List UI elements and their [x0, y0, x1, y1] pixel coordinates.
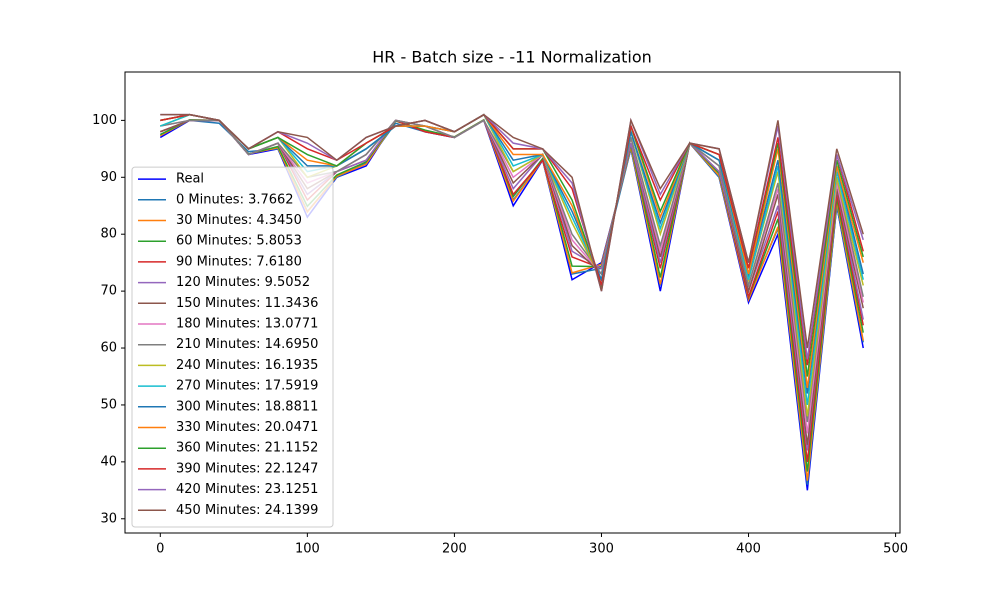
- y-tick-label: 90: [100, 170, 117, 185]
- legend-label: 0 Minutes: 3.7662: [176, 192, 294, 207]
- y-tick-label: 70: [100, 284, 117, 299]
- legend-label: 330 Minutes: 20.0471: [176, 420, 318, 435]
- legend-label: 210 Minutes: 14.6950: [176, 337, 318, 352]
- legend-label: 120 Minutes: 9.5052: [176, 275, 310, 290]
- y-tick-label: 80: [100, 227, 117, 242]
- legend-label: 270 Minutes: 17.5919: [176, 379, 318, 394]
- y-tick-label: 100: [92, 113, 117, 128]
- legend-label: 360 Minutes: 21.1152: [176, 441, 318, 456]
- x-tick-label: 300: [589, 542, 614, 557]
- y-tick-label: 60: [100, 341, 117, 356]
- legend-label: 30 Minutes: 4.3450: [176, 213, 302, 228]
- legend-label: 240 Minutes: 16.1935: [176, 358, 318, 373]
- legend-label: 420 Minutes: 23.1251: [176, 482, 318, 497]
- legend-label: 60 Minutes: 5.8053: [176, 234, 302, 249]
- legend-label: 150 Minutes: 11.3436: [176, 296, 318, 311]
- x-tick-label: 500: [883, 542, 908, 557]
- y-tick-label: 30: [100, 511, 117, 526]
- y-tick-label: 50: [100, 397, 117, 412]
- x-tick-label: 100: [295, 542, 320, 557]
- legend-label: 90 Minutes: 7.6180: [176, 254, 302, 269]
- x-tick-label: 400: [736, 542, 761, 557]
- chart-title: HR - Batch size - -11 Normalization: [372, 48, 652, 67]
- legend-label: 450 Minutes: 24.1399: [176, 503, 318, 518]
- axes-frame: [124, 71, 901, 534]
- legend-label: 300 Minutes: 18.8811: [176, 399, 318, 414]
- legend: Real 0 Minutes: 3.7662 30 Minutes: 4.3450 6…: [131, 166, 334, 528]
- x-tick-label: 200: [442, 542, 467, 557]
- legend-label: Real: [176, 172, 204, 187]
- legend-label: 180 Minutes: 13.0771: [176, 317, 318, 332]
- legend-box: [131, 166, 334, 528]
- series-line: [160, 113, 864, 349]
- y-tick-label: 40: [100, 454, 117, 469]
- x-tick-label: 0: [156, 542, 164, 557]
- legend-label: 390 Minutes: 22.1247: [176, 461, 318, 476]
